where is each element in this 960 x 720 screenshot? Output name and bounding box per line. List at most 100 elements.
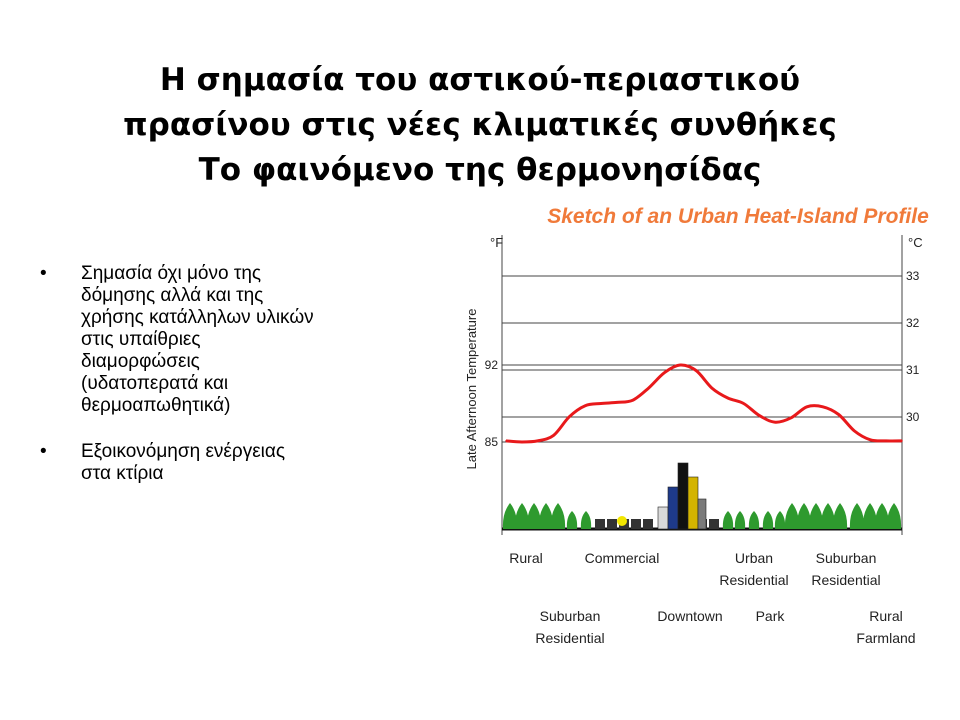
house — [631, 519, 641, 529]
tree — [784, 503, 800, 529]
y-axis-label: Late Afternoon Temperature — [464, 309, 479, 470]
zone-label-top: Commercial — [585, 550, 660, 566]
house — [607, 519, 617, 529]
temperature-point — [600, 402, 602, 405]
tree — [734, 511, 746, 529]
temperature-point — [869, 439, 872, 441]
tree — [748, 511, 760, 529]
bullet-item: • Εξοικονόμηση ενέργειας στα κτίρια — [40, 441, 390, 485]
tree — [808, 503, 824, 529]
tree — [796, 503, 812, 529]
tree — [526, 503, 542, 529]
grid-layer — [501, 235, 903, 535]
temperature-point — [901, 440, 903, 442]
zone-label-top: Residential — [811, 572, 880, 588]
tree — [722, 511, 734, 529]
heat-island-chart: Sketch of an Urban Heat-Island Profile 8… — [462, 195, 930, 655]
bullet-line: στις υπαίθριες — [81, 329, 201, 350]
tree — [774, 511, 786, 529]
zone-label-top: Suburban — [816, 550, 877, 566]
slide-title: Η σημασία του αστικού-περιαστικού πρασίν… — [20, 58, 940, 193]
tree — [580, 511, 592, 529]
bullet-line: στα κτίρια — [81, 463, 164, 484]
temperature-point — [536, 440, 539, 442]
city-skyline-illustration — [502, 462, 902, 531]
temperature-point — [695, 369, 697, 372]
y-unit-left: °F — [490, 235, 503, 250]
downtown-building — [667, 486, 679, 530]
house — [709, 519, 719, 529]
temperature-point — [505, 440, 507, 442]
temperature-point — [726, 397, 729, 399]
y-tick-label-left: 92 — [485, 358, 499, 372]
tree — [550, 503, 566, 529]
title-line-1: Η σημασία του αστικού-περιαστικού — [159, 62, 801, 98]
temperature-point — [885, 440, 887, 442]
zone-label-bottom: Suburban — [540, 608, 601, 624]
house — [595, 519, 605, 529]
zone-labels: Rural Commercial Urban Residential Suburban R… — [509, 550, 915, 646]
chart-canvas: Sketch of an Urban Heat-Island Profile 8… — [462, 195, 930, 655]
bullet-line: θερμοαπωθητικά) — [81, 395, 231, 416]
axis-layer: 85 92 30 31 32 33 °F °C Late Afternoon Temperatu… — [464, 235, 923, 469]
temperature-point — [774, 421, 777, 423]
temperature-point — [679, 364, 682, 366]
tree — [820, 503, 836, 529]
temperature-point — [521, 441, 523, 443]
downtown-building — [677, 462, 689, 530]
house — [643, 519, 653, 529]
tree — [849, 503, 865, 529]
temperature-point — [790, 417, 792, 419]
temperature-point — [616, 401, 618, 404]
tree — [514, 503, 530, 529]
y-tick-label-right: 31 — [906, 363, 920, 377]
bullet-marker: • — [40, 263, 47, 284]
zone-label-bottom: Farmland — [856, 630, 915, 646]
zone-label-bottom: Downtown — [657, 608, 722, 624]
bullet-list: • Σημασία όχι μόνο της δόμησης αλλά και … — [40, 263, 390, 509]
bullet-line: διαμορφώσεις — [81, 351, 200, 372]
commercial-building — [617, 516, 627, 526]
zone-label-top: Rural — [509, 550, 542, 566]
tree — [862, 503, 878, 529]
downtown-building — [657, 506, 669, 530]
tree — [538, 503, 554, 529]
y-tick-label-left: 85 — [485, 435, 499, 449]
temperature-curve-layer — [505, 363, 903, 444]
bullet-item: • Σημασία όχι μόνο της δόμησης αλλά και … — [40, 263, 390, 417]
temperature-point — [853, 430, 856, 432]
temperature-series-line — [505, 363, 903, 444]
tree — [502, 503, 518, 529]
bullet-line: δόμησης αλλά και της — [81, 285, 264, 306]
y-tick-label-right: 30 — [906, 410, 920, 424]
y-unit-right: °C — [908, 235, 923, 250]
temperature-point — [758, 414, 761, 417]
y-tick-label-right: 32 — [906, 316, 920, 330]
temperature-point — [552, 434, 555, 437]
chart-background — [462, 195, 930, 655]
temperature-point — [711, 387, 713, 389]
zone-label-bottom: Residential — [535, 630, 604, 646]
tree — [762, 511, 774, 529]
temperature-point — [837, 413, 840, 416]
bullet-line: Σημασία όχι μόνο της — [81, 263, 262, 284]
tree — [566, 511, 578, 529]
temperature-point — [568, 415, 571, 418]
y-tick-label-right: 33 — [906, 269, 920, 283]
tree — [832, 503, 848, 529]
temperature-point — [631, 399, 634, 401]
zone-label-top: Urban — [735, 550, 773, 566]
temperature-point — [647, 387, 650, 389]
chart-title: Sketch of an Urban Heat-Island Profile — [547, 205, 929, 228]
title-line-3: Το φαινόμενο της θερμονησίδας — [198, 152, 762, 188]
zone-label-top: Residential — [719, 572, 788, 588]
zone-label-bottom: Rural — [869, 608, 902, 624]
bullet-line: Εξοικονόμηση ενέργειας — [81, 441, 286, 462]
zone-label-bottom: Park — [756, 608, 786, 624]
downtown-building — [697, 498, 707, 530]
tree — [886, 503, 902, 529]
downtown-building — [687, 476, 699, 530]
temperature-point — [742, 402, 745, 405]
bullet-line: χρήσης κατάλληλων υλικών — [81, 307, 314, 328]
title-line-2: πρασίνου στις νέες κλιματικές συνθήκες — [123, 107, 837, 143]
